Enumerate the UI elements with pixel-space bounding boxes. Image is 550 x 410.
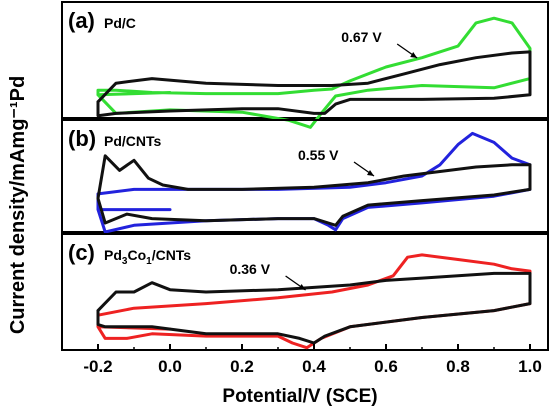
x-tick-label: 1.0 xyxy=(518,357,542,376)
catalyst-label: Pd/CNTs xyxy=(104,133,162,149)
panel-frame xyxy=(61,233,549,351)
annotation-arrowhead xyxy=(367,170,374,176)
cv-curve-black xyxy=(96,271,532,345)
x-tick-label: -0.2 xyxy=(83,357,112,376)
annotation-arrowhead xyxy=(298,284,306,290)
panels-group: (a) Pd/C 0.67 V (b) Pd/CNTs 0.55 V (c) Pd3Co1/C… xyxy=(61,1,549,351)
panel-frame xyxy=(61,119,549,233)
catalyst-label: Pd/C xyxy=(104,15,136,31)
cv-curve-colored xyxy=(96,16,532,129)
x-tick-label: 0.4 xyxy=(302,357,326,376)
annotation-arrowhead xyxy=(410,52,418,58)
panel-letter: (b) xyxy=(68,126,96,151)
onset-annotation: 0.55 V xyxy=(298,147,339,163)
x-axis: -0.2 0.0 0.2 0.4 0.6 0.8 1.0 xyxy=(83,344,542,376)
y-axis-label: Current density/mAmg⁻¹Pd xyxy=(7,76,29,334)
x-tick-label: 0.6 xyxy=(374,357,398,376)
cv-curve-black xyxy=(96,154,532,227)
x-axis-label: Potential/V (SCE) xyxy=(222,386,377,407)
onset-annotation: 0.67 V xyxy=(341,29,382,45)
catalyst-label: Pd3Co1/CNTs xyxy=(104,247,191,267)
x-tick-label: 0.2 xyxy=(230,357,254,376)
panel-letter: (a) xyxy=(68,8,95,33)
panel-a: (a) Pd/C 0.67 V xyxy=(61,1,549,129)
cv-curve-black xyxy=(96,50,532,118)
panel-letter: (c) xyxy=(68,240,95,265)
x-tick-label: 0.8 xyxy=(446,357,470,376)
x-tick-label: 0.0 xyxy=(158,357,182,376)
onset-annotation: 0.36 V xyxy=(230,261,271,277)
cv-curve-colored xyxy=(96,253,532,350)
panel-b: (b) Pd/CNTs 0.55 V xyxy=(61,119,549,234)
panel-frame xyxy=(61,1,549,119)
panel-c: (c) Pd3Co1/CNTs 0.36 V xyxy=(61,233,549,351)
